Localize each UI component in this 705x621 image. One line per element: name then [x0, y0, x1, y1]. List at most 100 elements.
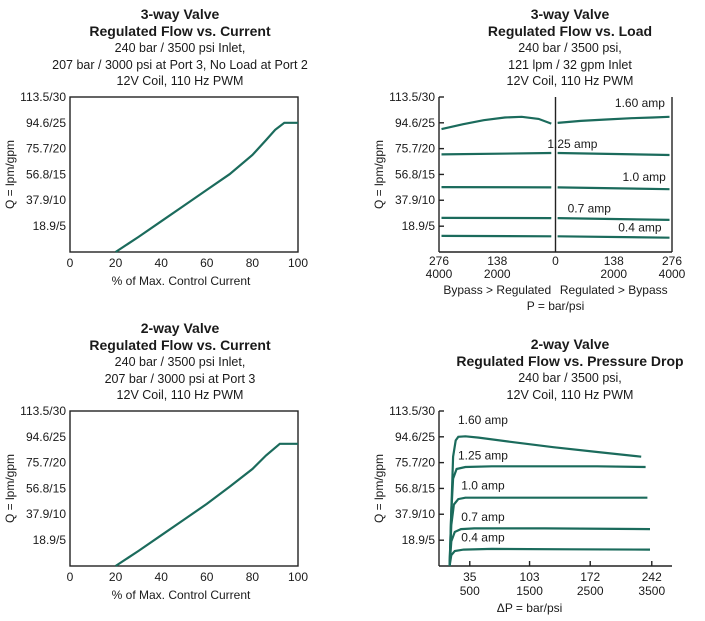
chart-4-series-label: 0.7 amp: [461, 510, 505, 524]
chart-3-ytick-label: 94.6/25: [26, 430, 66, 444]
chart-1-xlabel: % of Max. Control Current: [112, 274, 251, 288]
chart-2-ytick-label: 56.8/15: [395, 167, 435, 181]
chart-3-series-line: [114, 442, 298, 567]
chart-2-note: 121 lpm / 32 gpm Inlet: [508, 57, 632, 72]
chart-1-heading: 3-way Valve Regulated Flow vs. Current 2…: [30, 6, 330, 90]
chart-3-title: 2-way Valve: [140, 320, 220, 336]
chart-2-note: 12V Coil, 110 Hz PWM: [506, 74, 634, 88]
chart-2-xlabel-left: Bypass > Regulated: [443, 283, 551, 297]
chart-3-ytick-label: 37.9/10: [26, 507, 66, 521]
chart-2-xtick-label: 138: [604, 254, 624, 268]
chart-1-ytick-label: 75.7/20: [26, 142, 66, 156]
chart-3-xtick-label: 60: [200, 570, 214, 584]
chart-2-ytick-label: 75.7/20: [395, 142, 435, 156]
chart-4-xtick-psi: 1500: [516, 584, 543, 598]
chart-2-series-line: [557, 186, 670, 191]
chart-2-xtick-psi: 2000: [484, 267, 511, 281]
chart-2-series-line: [557, 115, 670, 124]
chart-3-xtick-label: 0: [67, 570, 74, 584]
chart-4-xtick-psi: 3500: [638, 584, 665, 598]
chart-2-xtick-label: 276: [662, 254, 682, 268]
chart-3-ytick-label: 18.9/5: [33, 533, 67, 547]
chart-4-series-line: [448, 465, 646, 567]
chart-4-ytick-label: 75.7/20: [395, 456, 435, 470]
chart-1-xtick-label: 80: [246, 256, 260, 270]
chart-1-series-line: [114, 121, 298, 253]
chart-1-frame: [69, 96, 299, 253]
chart-4-xtick-label: 103: [520, 570, 540, 584]
chart-1-note: 240 bar / 3500 psi Inlet,: [114, 41, 246, 55]
chart-4-ytick-label: 94.6/25: [395, 430, 435, 444]
chart-1-ytick-label: 56.8/15: [26, 167, 66, 181]
chart-4-series-line: [448, 527, 651, 567]
chart-4-title: 2-way Valve: [530, 336, 610, 352]
chart-4-note: 12V Coil, 110 Hz PWM: [506, 387, 634, 402]
chart-4-xtick-label: 172: [580, 570, 600, 584]
chart-2-series-label: 0.4 amp: [618, 221, 662, 235]
chart-4-xlabel: ΔP = bar/psi: [497, 601, 563, 615]
chart-3-subtitle: Regulated Flow vs. Current: [89, 337, 271, 353]
chart-2-ytick-label: 18.9/5: [402, 219, 436, 233]
chart-4-ytick-label: 113.5/30: [389, 404, 435, 418]
chart-2-series-label: 1.60 amp: [615, 96, 665, 110]
chart-1-xtick-label: 60: [200, 256, 214, 270]
chart-2-xtick-label: 138: [487, 254, 507, 268]
chart-3-xtick-label: 40: [155, 570, 169, 584]
chart-3-heading: 2-way Valve Regulated Flow vs. Current 2…: [30, 320, 330, 404]
chart-2-note: 240 bar / 3500 psi,: [518, 41, 622, 55]
chart-2-series-label: 0.7 amp: [568, 201, 612, 215]
chart-2-ytick-label: 37.9/10: [395, 193, 435, 207]
chart-4-xtick-psi: 500: [460, 584, 480, 598]
chart-4-ylabel: Q = lpm/gpm: [372, 454, 386, 523]
chart-3-note: 12V Coil, 110 Hz PWM: [116, 388, 244, 402]
chart-1-xtick-label: 40: [155, 256, 169, 270]
chart-4-ytick-label: 37.9/10: [395, 507, 435, 521]
chart-4-xtick-label: 35: [463, 570, 477, 584]
chart-2-xlabel: P = bar/psi: [527, 299, 584, 313]
chart-3-ytick-label: 75.7/20: [26, 456, 66, 470]
chart-4-xtick-psi: 2500: [577, 584, 604, 598]
chart-3-ylabel: Q = lpm/gpm: [3, 454, 17, 523]
chart-3-xlabel: % of Max. Control Current: [112, 588, 251, 602]
chart-4-series-line: [448, 547, 651, 567]
chart-2-series-line: [557, 235, 670, 239]
chart-2-xtick-label: 276: [429, 254, 449, 268]
chart-3-note: 207 bar / 3000 psi at Port 3: [104, 371, 256, 386]
chart-1-ylabel: Q = lpm/gpm: [3, 140, 17, 209]
chart-4-xtick-label: 242: [642, 570, 662, 584]
chart-4-note: 240 bar / 3500 psi,: [518, 371, 622, 385]
chart-3-ytick-label: 56.8/15: [26, 481, 66, 495]
chart-1-ytick-label: 37.9/10: [26, 193, 66, 207]
chart-2-series-line: [441, 151, 552, 156]
chart-3-note: 240 bar / 3500 psi Inlet,: [114, 355, 246, 369]
chart-1-title: 3-way Valve: [140, 6, 220, 22]
chart-2-title: 3-way Valve: [530, 6, 610, 22]
chart-1-subtitle: Regulated Flow vs. Current: [89, 23, 271, 39]
chart-1-xtick-label: 0: [67, 256, 74, 270]
chart-2-series-line: [557, 151, 670, 157]
chart-1-xtick-label: 20: [109, 256, 123, 270]
chart-3-xtick-label: 20: [109, 570, 123, 584]
chart-2-ylabel: Q = lpm/gpm: [372, 140, 386, 209]
chart-4-series-label: 1.60 amp: [458, 413, 508, 427]
chart-2-series-line: [441, 115, 552, 131]
chart-4-series-line: [448, 435, 642, 567]
chart-1-note: 12V Coil, 110 Hz PWM: [116, 74, 244, 88]
chart-2-series-line: [557, 217, 670, 221]
chart-4-series-label: 1.25 amp: [458, 448, 508, 462]
chart-4-series-label: 0.4 amp: [461, 530, 505, 544]
chart-2-xlabel-right: Regulated > Bypass: [560, 283, 668, 297]
chart-2-series-label: 1.25 amp: [547, 137, 597, 151]
chart-2-xtick-psi: 2000: [600, 267, 627, 281]
chart-3-ytick-label: 113.5/30: [20, 404, 66, 418]
chart-1-ytick-label: 113.5/30: [20, 90, 66, 104]
chart-1-ytick-label: 94.6/25: [26, 116, 66, 130]
chart-4-heading: 2-way Valve Regulated Flow vs. Pressure …: [410, 336, 705, 403]
chart-3-xtick-label: 80: [246, 570, 260, 584]
chart-4-ytick-label: 56.8/15: [395, 481, 435, 495]
chart-4-ytick-label: 18.9/5: [402, 533, 436, 547]
chart-2-xtick-psi: 4000: [426, 267, 453, 281]
chart-2-subtitle: Regulated Flow vs. Load: [487, 23, 653, 39]
chart-2-xtick-psi: 4000: [659, 267, 686, 281]
